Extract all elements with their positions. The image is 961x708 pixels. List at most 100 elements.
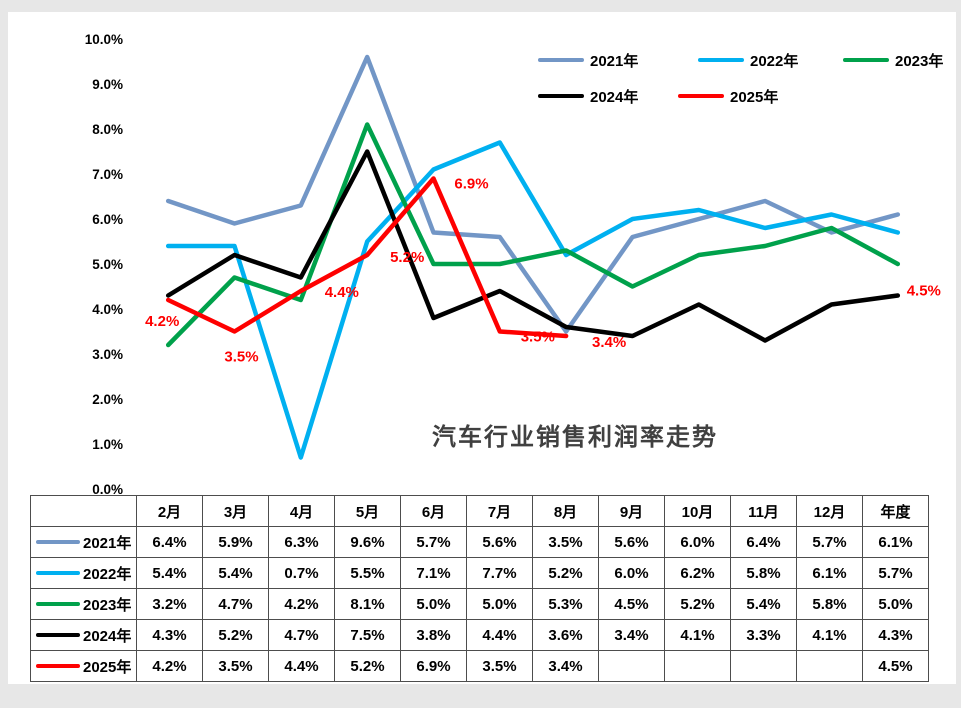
value-cell: 3.2% [136, 588, 203, 620]
y-axis-tick-label: 10.0% [85, 32, 123, 47]
legend-item-2021: 2021年 [538, 52, 639, 70]
value-cell: 4.2% [136, 650, 203, 682]
value-cell: 3.8% [400, 619, 467, 651]
value-cell: 5.7% [862, 557, 929, 589]
month-header-cell: 7月 [466, 495, 533, 527]
legend-item-2022: 2022年 [698, 52, 799, 70]
month-header-cell: 5月 [334, 495, 401, 527]
series-label-cell: 2022年 [30, 557, 137, 589]
series-key-line-icon [36, 664, 80, 668]
series-data-label: 3.5% [521, 329, 555, 346]
value-cell: 6.4% [730, 526, 797, 558]
value-cell: 9.6% [334, 526, 401, 558]
series-label-cell: 2021年 [30, 526, 137, 558]
month-header-cell: 2月 [136, 495, 203, 527]
y-axis-tick-label: 9.0% [92, 77, 123, 92]
value-cell: 7.5% [334, 619, 401, 651]
series-data-label: 4.4% [325, 284, 359, 301]
legend-item-2025: 2025年 [678, 88, 779, 106]
table-corner-cell [30, 495, 137, 527]
legend-label-2022: 2022年 [750, 52, 799, 70]
month-header-cell: 8月 [532, 495, 599, 527]
legend-line-icon-2022 [698, 58, 744, 62]
month-header-cell: 6月 [400, 495, 467, 527]
series-label-cell: 2024年 [30, 619, 137, 651]
value-cell: 5.3% [532, 588, 599, 620]
value-cell [664, 650, 731, 682]
value-cell: 5.2% [664, 588, 731, 620]
value-cell: 5.4% [730, 588, 797, 620]
series-key-line-icon [36, 571, 80, 575]
value-cell: 3.3% [730, 619, 797, 651]
value-cell: 4.7% [268, 619, 335, 651]
value-cell: 6.3% [268, 526, 335, 558]
y-axis-tick-label: 5.0% [92, 257, 123, 272]
series-label: 2021年 [83, 534, 132, 552]
value-cell: 6.1% [796, 557, 863, 589]
value-cell: 4.3% [136, 619, 203, 651]
value-cell: 5.6% [598, 526, 665, 558]
legend-label-2023: 2023年 [895, 52, 944, 70]
value-cell: 5.8% [730, 557, 797, 589]
legend-line-icon-2021 [538, 58, 584, 62]
legend-label-2025: 2025年 [730, 88, 779, 106]
value-cell: 5.2% [202, 619, 269, 651]
month-header-cell: 11月 [730, 495, 797, 527]
series-data-label: 3.4% [592, 334, 626, 351]
table-row: 2024年 4.3% 5.2% 4.7% 7.5% 3.8% 4.4% 3.6% 3.4% 4.1… [30, 619, 929, 651]
legend-label-2021: 2021年 [590, 52, 639, 70]
y-axis-tick-label: 4.0% [92, 302, 123, 317]
y-axis-tick-label: 2.0% [92, 392, 123, 407]
value-cell: 3.4% [532, 650, 599, 682]
value-cell [730, 650, 797, 682]
value-cell: 5.4% [136, 557, 203, 589]
month-header-cell: 9月 [598, 495, 665, 527]
value-cell: 5.4% [202, 557, 269, 589]
value-cell: 4.5% [862, 650, 929, 682]
chart-title: 汽车行业销售利润率走势 [432, 424, 718, 451]
value-cell: 4.4% [268, 650, 335, 682]
legend-item-2023: 2023年 [843, 52, 944, 70]
value-cell: 5.0% [466, 588, 533, 620]
line-series-2024年 [165, 149, 901, 343]
value-cell: 5.7% [400, 526, 467, 558]
value-cell: 5.9% [202, 526, 269, 558]
series-label: 2022年 [83, 565, 132, 583]
value-cell: 5.6% [466, 526, 533, 558]
legend-item-2024: 2024年 [538, 88, 639, 106]
value-cell: 5.0% [862, 588, 929, 620]
table-row: 2025年 4.2% 3.5% 4.4% 5.2% 6.9% 3.5% 3.4% 4.5% [30, 650, 929, 682]
line-series-2023年 [165, 122, 901, 348]
table-row: 2022年 5.4% 5.4% 0.7% 5.5% 7.1% 7.7% 5.2% 6.0% 6.2… [30, 557, 929, 589]
value-cell: 4.4% [466, 619, 533, 651]
legend-line-icon-2023 [843, 58, 889, 62]
value-cell: 6.1% [862, 526, 929, 558]
series-key-line-icon [36, 633, 80, 637]
value-cell: 5.2% [334, 650, 401, 682]
value-cell: 8.1% [334, 588, 401, 620]
value-cell: 3.4% [598, 619, 665, 651]
value-cell: 5.7% [796, 526, 863, 558]
value-cell: 3.5% [466, 650, 533, 682]
profit-margin-line-chart: 0.0% 1.0% 2.0% 3.0% 4.0% 5.0% 6.0% 7.0% 8.0% 9.0%… [85, 32, 941, 495]
month-header-cell: 10月 [664, 495, 731, 527]
series-label: 2024年 [83, 627, 132, 645]
table-row: 2023年 3.2% 4.7% 4.2% 8.1% 5.0% 5.0% 5.3% 4.5% 5.2… [30, 588, 929, 620]
value-cell: 5.8% [796, 588, 863, 620]
value-cell: 6.4% [136, 526, 203, 558]
y-axis-tick-label: 6.0% [92, 212, 123, 227]
value-cell: 4.3% [862, 619, 929, 651]
series-data-label: 3.5% [224, 349, 258, 366]
value-cell: 7.1% [400, 557, 467, 589]
value-cell: 0.7% [268, 557, 335, 589]
series-data-label: 5.2% [390, 249, 424, 266]
value-cell: 4.5% [598, 588, 665, 620]
legend-line-icon-2025 [678, 94, 724, 98]
value-cell: 6.0% [598, 557, 665, 589]
y-axis-tick-label: 1.0% [92, 437, 123, 452]
legend-label-2024: 2024年 [590, 88, 639, 106]
value-cell: 6.9% [400, 650, 467, 682]
value-cell: 6.2% [664, 557, 731, 589]
line-series-2022年 [165, 140, 901, 460]
value-cell [796, 650, 863, 682]
